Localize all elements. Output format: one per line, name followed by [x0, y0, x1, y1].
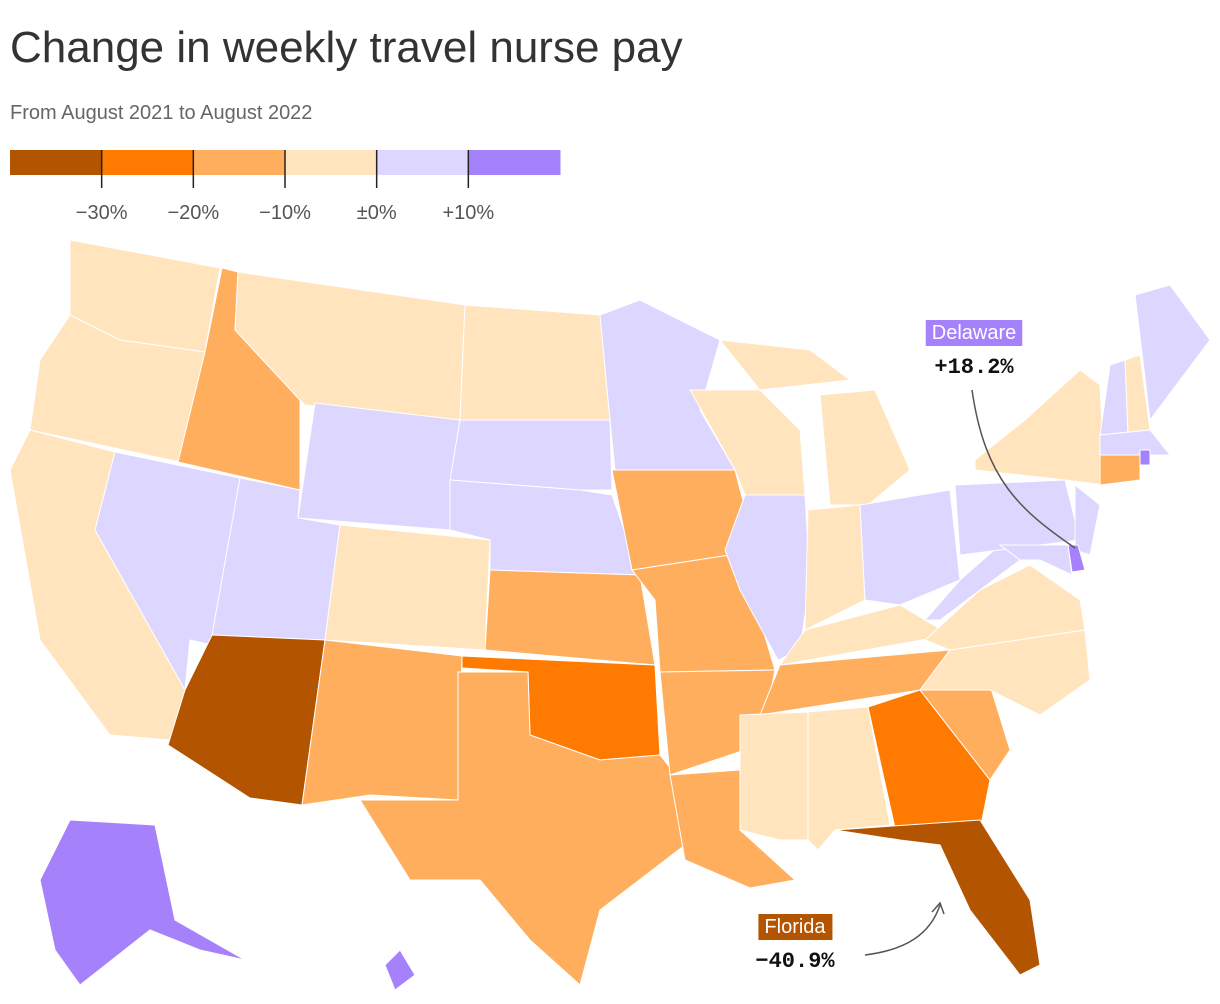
annotation-value: −40.9% [755, 949, 835, 974]
annotation-value: +18.2% [934, 355, 1014, 380]
map [9, 239, 1211, 991]
legend-swatch [468, 150, 561, 175]
region [819, 389, 911, 506]
title: Change in weekly travel nurse pay [10, 23, 683, 72]
legend-tick-label: −20% [167, 202, 219, 224]
legend-swatch [10, 150, 103, 175]
annotation-name: Florida [764, 916, 826, 938]
legend-swatch [376, 150, 469, 175]
subtitle: From August 2021 to August 2022 [10, 102, 312, 124]
leader-line [971, 389, 1076, 549]
region [1099, 429, 1172, 456]
region [599, 299, 736, 471]
region [1099, 359, 1129, 436]
region [867, 689, 991, 831]
legend-tick-label: +10% [442, 202, 494, 224]
region [834, 819, 1041, 976]
legend: −30% −20% −10% ±0% +10% [10, 150, 561, 224]
legend-swatch [193, 150, 286, 175]
region [459, 304, 611, 421]
region [998, 544, 1073, 576]
region [1134, 284, 1211, 422]
annotation-box [925, 320, 1023, 346]
region [167, 634, 326, 806]
legend-tick-label: −10% [259, 202, 311, 224]
region [718, 339, 852, 391]
region [449, 419, 613, 491]
region [1099, 454, 1141, 486]
region [39, 819, 246, 986]
region [859, 489, 961, 606]
annotation-box [758, 914, 833, 940]
legend-tick-label: ±0% [357, 202, 397, 224]
region [804, 504, 866, 631]
region [778, 604, 952, 666]
region [301, 639, 463, 806]
legend-tick-label: −30% [76, 202, 128, 224]
annotation-name: Delaware [932, 322, 1016, 344]
leader-line [864, 901, 945, 956]
region [739, 711, 809, 841]
region [324, 524, 491, 651]
region [384, 949, 416, 991]
region [1139, 449, 1151, 466]
legend-swatch [101, 150, 194, 175]
region [954, 479, 1081, 556]
region [297, 402, 461, 531]
region [1074, 483, 1101, 556]
legend-swatch [285, 150, 378, 175]
region [484, 569, 656, 666]
annotations: Delaware +18.2% Florida −40.9% [755, 320, 1076, 974]
region [359, 671, 686, 986]
